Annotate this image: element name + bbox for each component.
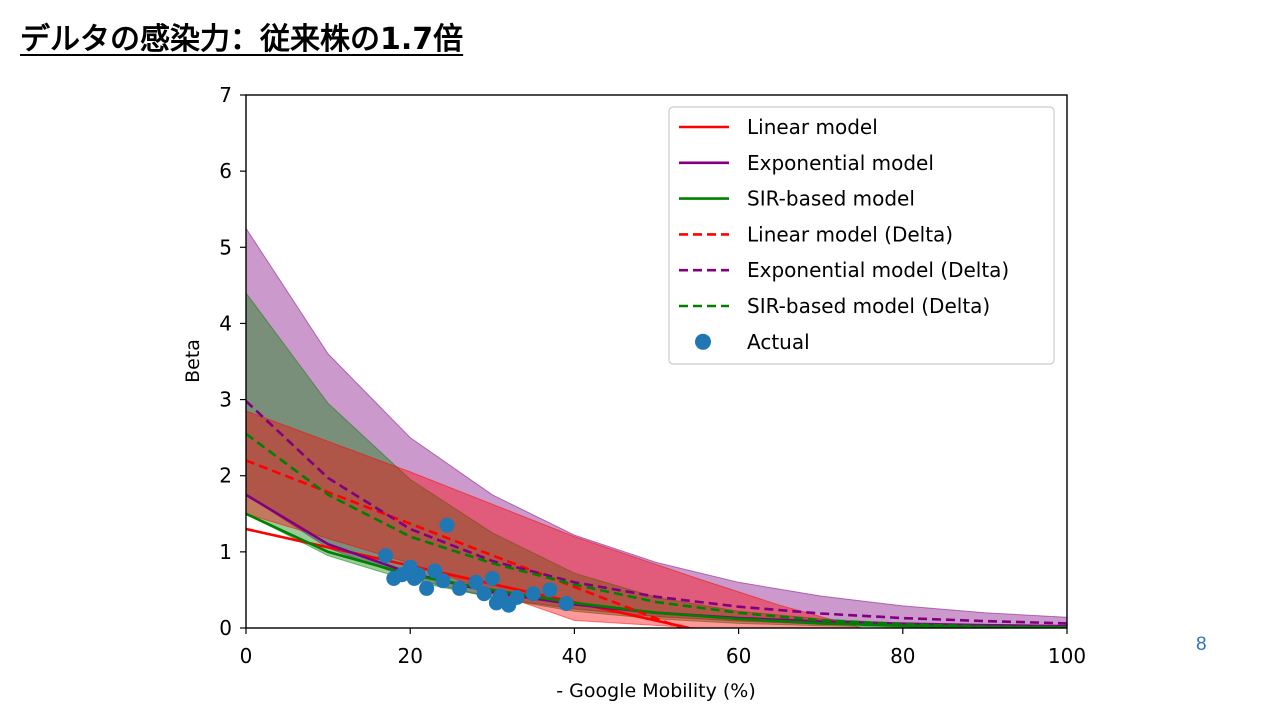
legend-item-exponential-model-delta: Exponential model (Delta) [679, 258, 1009, 282]
legend-label: SIR-based model [747, 187, 915, 211]
actual-point [452, 580, 467, 596]
legend-item-actual: Actual [695, 330, 810, 354]
y-tick-label: 5 [219, 235, 232, 259]
legend-item-sir-based-model: SIR-based model [679, 187, 915, 211]
actual-point [427, 563, 443, 579]
x-tick-label: 100 [1048, 644, 1086, 668]
actual-point [468, 574, 484, 590]
legend-item-linear-model-delta: Linear model (Delta) [679, 222, 953, 246]
actual-point [378, 548, 394, 564]
legend-label: Linear model (Delta) [747, 222, 953, 246]
x-tick-label: 80 [890, 644, 915, 668]
legend-label: Exponential model (Delta) [747, 258, 1009, 282]
x-tick-label: 40 [562, 644, 587, 668]
actual-point [439, 517, 455, 533]
line-linear-model [246, 527, 690, 628]
line-exponential-model-delta [246, 400, 1067, 625]
legend-label: SIR-based model (Delta) [747, 294, 990, 318]
y-axis-ticks: 0 1 2 3 4 5 6 7 [219, 83, 246, 640]
y-tick-label: 3 [219, 388, 232, 412]
slide-title: デルタの感染力：従来株の1.7倍 [20, 22, 464, 57]
x-tick-label: 60 [726, 644, 751, 668]
model-lines [246, 400, 1067, 628]
x-axis-label: - Google Mobility (%) [556, 680, 755, 702]
line-sir-based-model [246, 512, 1067, 628]
y-tick-label: 4 [219, 311, 232, 335]
legend-label: Exponential model [747, 151, 934, 175]
legend-marker [695, 333, 711, 350]
legend: Linear model Exponential model SIR-based m… [668, 106, 1055, 365]
actual-point [484, 571, 500, 586]
y-axis-label: Beta [182, 339, 204, 383]
x-tick-label: 0 [240, 644, 253, 668]
legend-item-exponential-model: Exponential model [679, 151, 934, 175]
actual-points [378, 517, 574, 613]
x-tick-label: 20 [397, 644, 422, 668]
x-axis-ticks: 0 20 40 60 80 100 [240, 628, 1086, 668]
line-sir-based-model-delta [246, 432, 1067, 628]
actual-point [435, 573, 451, 589]
actual-point [558, 596, 574, 612]
legend-item-linear-model: Linear model [679, 115, 878, 139]
actual-point [509, 590, 525, 605]
legend-box [668, 106, 1055, 365]
actual-point [410, 567, 426, 583]
actual-point [419, 580, 435, 596]
y-tick-label: 2 [219, 464, 232, 488]
legend-label: Linear model [747, 115, 878, 139]
actual-point [476, 586, 492, 602]
y-tick-label: 7 [219, 83, 232, 107]
legend-item-sir-based-model-delta: SIR-based model (Delta) [679, 294, 990, 318]
y-tick-label: 6 [219, 159, 232, 183]
y-tick-label: 0 [219, 616, 232, 640]
page-number: 8 [1196, 634, 1207, 655]
y-tick-label: 1 [219, 540, 232, 564]
plot-area-frame [245, 94, 1068, 629]
actual-point [542, 582, 558, 598]
legend-label: Actual [747, 330, 810, 354]
actual-point [525, 586, 541, 602]
